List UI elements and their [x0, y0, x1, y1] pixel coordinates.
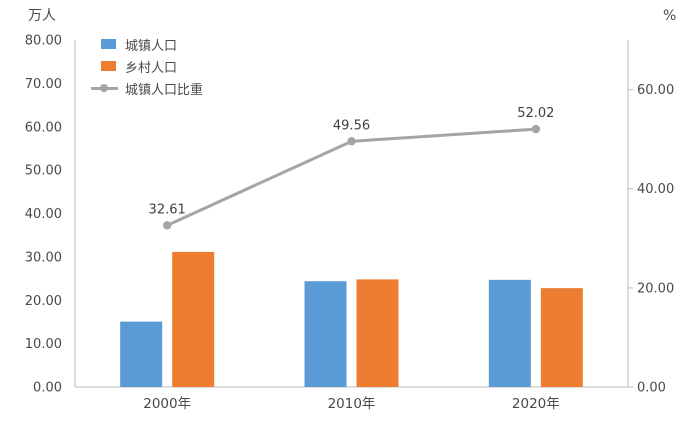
right-axis-title: % [663, 8, 677, 24]
left-axis-tick-label: 70.00 [25, 77, 62, 92]
data-label-2000年: 32.61 [149, 202, 186, 217]
left-axis-tick-label: 30.00 [25, 250, 62, 265]
category-label-2010年: 2010年 [328, 396, 376, 412]
legend-label-urban-population: 城镇人口 [125, 38, 178, 54]
legend-label-rural-population: 乡村人口 [125, 60, 178, 76]
line-marker-2010年 [347, 137, 356, 146]
legend-item-rural-population: 乡村人口 [91, 55, 203, 77]
left-axis-tick-label: 80.00 [25, 34, 62, 49]
left-axis-tick-label: 20.00 [25, 294, 62, 309]
urban-series-swatch-icon [101, 39, 116, 49]
bar-urban-2000年 [120, 321, 163, 387]
right-axis-tick-label: 0.00 [637, 381, 666, 396]
bar-urban-2010年 [304, 281, 347, 387]
legend: 城镇人口 乡村人口 城镇人口比重 [91, 33, 203, 99]
urban-share-line-swatch-icon [91, 83, 118, 93]
right-axis-tick-label: 60.00 [637, 83, 674, 98]
right-axis-tick-label: 40.00 [637, 182, 674, 197]
rural-series-swatch-icon [101, 61, 116, 71]
category-label-2020年: 2020年 [512, 396, 560, 412]
left-axis-tick-label: 40.00 [25, 207, 62, 222]
legend-label-urban-share: 城镇人口比重 [125, 82, 204, 98]
bar-rural-2010年 [356, 279, 399, 387]
data-label-2020年: 52.02 [517, 106, 554, 121]
line-marker-2000年 [162, 221, 172, 230]
legend-swatch-area [91, 77, 121, 99]
category-label-2000年: 2000年 [143, 396, 191, 412]
legend-marker-icon [100, 84, 108, 92]
left-axis-tick-label: 60.00 [25, 120, 62, 135]
legend-item-urban-share: 城镇人口比重 [91, 77, 203, 99]
legend-swatch-area [91, 33, 121, 55]
bar-rural-2000年 [172, 251, 215, 387]
left-axis-title: 万人 [28, 8, 56, 24]
left-axis-tick-label: 10.00 [25, 337, 62, 352]
data-label-2010年: 49.56 [333, 118, 370, 133]
bar-urban-2020年 [488, 279, 531, 387]
bar-rural-2020年 [540, 288, 583, 387]
right-axis-tick-label: 20.00 [637, 281, 674, 296]
left-axis-tick-label: 50.00 [25, 164, 62, 179]
legend-swatch-area [91, 55, 121, 77]
line-marker-2020年 [531, 124, 541, 134]
legend-item-urban-population: 城镇人口 [91, 33, 203, 55]
left-axis-tick-label: 0.00 [33, 381, 62, 396]
